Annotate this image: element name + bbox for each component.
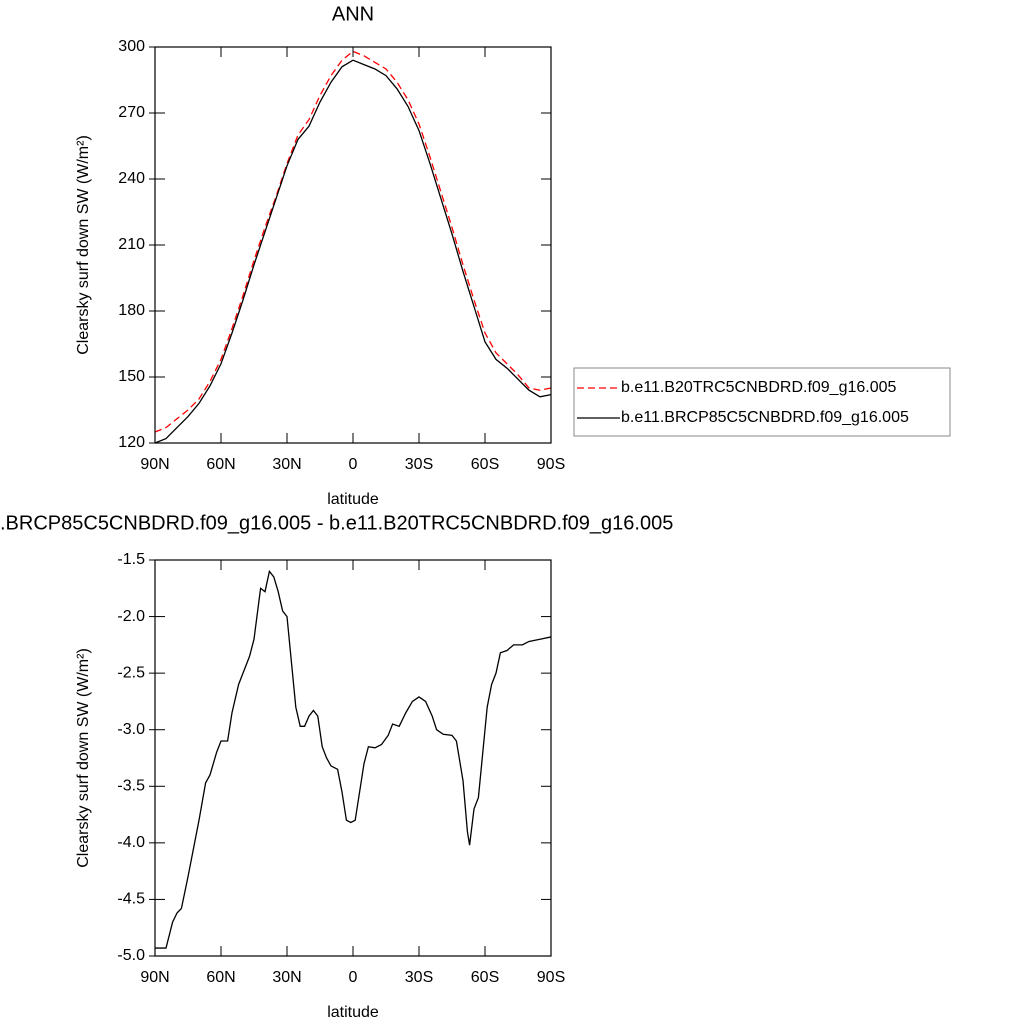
x-axis-label: latitude bbox=[327, 491, 379, 508]
y-tick-label: 120 bbox=[118, 434, 145, 451]
chart-title: ANN bbox=[332, 3, 374, 25]
y-tick-label: -3.5 bbox=[117, 778, 145, 795]
x-tick-label: 60N bbox=[206, 456, 235, 473]
x-tick-label: 90N bbox=[140, 456, 169, 473]
y-tick-label: -4.5 bbox=[117, 891, 145, 908]
y-tick-label: -5.0 bbox=[117, 947, 145, 964]
x-tick-label: 30N bbox=[272, 456, 301, 473]
x-tick-label: 90N bbox=[140, 969, 169, 986]
x-tick-label: 90S bbox=[537, 456, 565, 473]
x-axis-label: latitude bbox=[327, 1004, 379, 1021]
plot-frame bbox=[154, 46, 552, 444]
y-tick-label: -2.5 bbox=[117, 664, 145, 681]
x-tick-label: 0 bbox=[349, 969, 358, 986]
y-tick-label: -1.5 bbox=[117, 551, 145, 568]
y-tick-label: 210 bbox=[118, 236, 145, 253]
x-tick-label: 90S bbox=[537, 969, 565, 986]
y-axis-label: Clearsky surf down SW (W/m²) bbox=[75, 135, 92, 355]
x-tick-label: 30N bbox=[272, 969, 301, 986]
x-tick-label: 30S bbox=[405, 969, 433, 986]
chart-title: .BRCP85C5CNBDRD.f09_g16.005 - b.e11.B20T… bbox=[0, 512, 673, 534]
x-tick-label: 0 bbox=[349, 456, 358, 473]
y-tick-label: 240 bbox=[118, 170, 145, 187]
y-tick-label: 300 bbox=[118, 38, 145, 55]
y-axis-label: Clearsky surf down SW (W/m²) bbox=[75, 648, 92, 868]
x-tick-label: 30S bbox=[405, 456, 433, 473]
legend-label: b.e11.BRCP85C5CNBDRD.f09_g16.005 bbox=[621, 409, 909, 426]
y-tick-label: 150 bbox=[118, 368, 145, 385]
y-tick-label: 270 bbox=[118, 104, 145, 121]
data-line bbox=[155, 569, 552, 949]
data-line bbox=[154, 50, 552, 433]
x-tick-label: 60N bbox=[206, 969, 235, 986]
data-line bbox=[154, 59, 552, 444]
legend-box bbox=[573, 367, 951, 437]
y-tick-label: -4.0 bbox=[117, 834, 145, 851]
y-tick-label: 180 bbox=[118, 302, 145, 319]
y-tick-label: -3.0 bbox=[117, 721, 145, 738]
y-tick-label: -2.0 bbox=[117, 608, 145, 625]
x-tick-label: 60S bbox=[471, 456, 499, 473]
x-tick-label: 60S bbox=[471, 969, 499, 986]
legend-label: b.e11.B20TRC5CNBDRD.f09_g16.005 bbox=[621, 379, 897, 396]
